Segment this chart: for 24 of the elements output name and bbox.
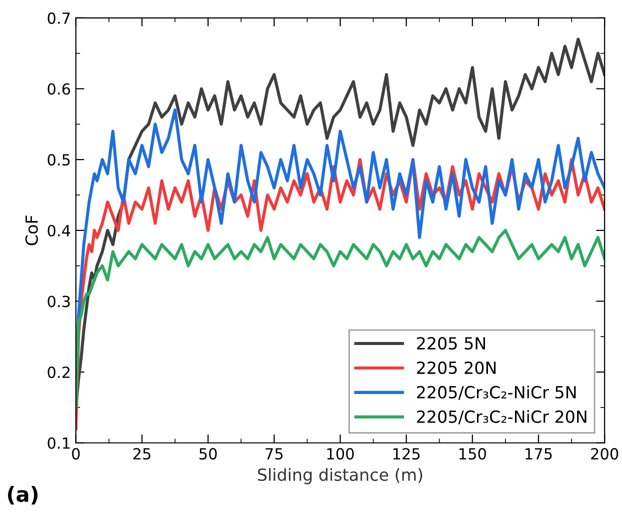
line-series xyxy=(76,228,605,409)
x-tick-label: 25 xyxy=(133,448,150,460)
y-tick-label: 0.5 xyxy=(48,154,70,166)
legend-label: 2205 5N xyxy=(417,336,485,350)
x-tick-label: 200 xyxy=(591,448,618,460)
y-tick-label: 0.4 xyxy=(48,224,70,236)
x-axis-title: Sliding distance (m) xyxy=(258,468,422,484)
x-tick-label: 100 xyxy=(327,448,354,460)
x-tick-label: 0 xyxy=(72,448,80,460)
legend-label: 2205/Cr₃C₂-NiCr 20N xyxy=(417,410,586,424)
y-tick-label: 0.6 xyxy=(48,83,70,95)
y-axis-title: CoF xyxy=(25,216,38,246)
y-tick-label: 0.7 xyxy=(48,12,70,24)
x-tick-label: 75 xyxy=(266,448,283,460)
y-tick-label: 0.1 xyxy=(48,437,70,449)
x-tick-label: 150 xyxy=(460,448,486,460)
x-tick-label: 50 xyxy=(200,448,217,460)
y-tick-label: 0.2 xyxy=(48,366,70,378)
x-tick-label: 175 xyxy=(526,448,552,460)
text: (a) xyxy=(8,486,38,505)
legend-label: 2205/Cr₃C₂-NiCr 5N xyxy=(417,386,576,400)
legend-label: 2205 20N xyxy=(417,361,496,374)
y-tick-label: 0.3 xyxy=(48,296,70,308)
x-tick-label: 125 xyxy=(393,448,420,460)
